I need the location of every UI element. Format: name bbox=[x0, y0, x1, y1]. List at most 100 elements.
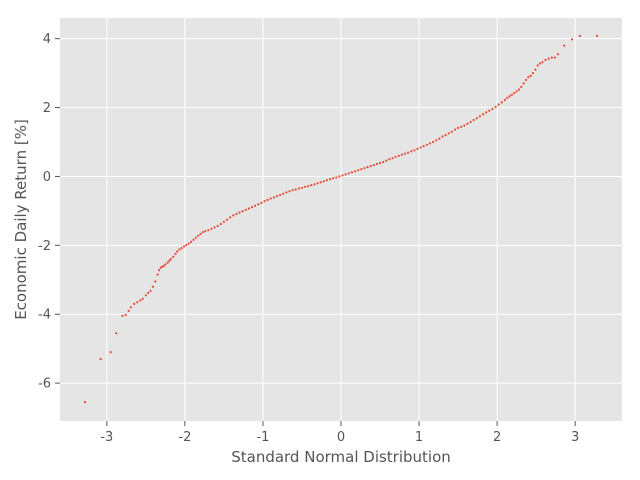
data-point bbox=[247, 207, 250, 210]
data-point bbox=[517, 88, 521, 91]
data-point bbox=[444, 134, 447, 137]
data-point bbox=[595, 34, 599, 38]
data-point bbox=[297, 187, 300, 190]
y-tick-label: 2 bbox=[43, 101, 51, 116]
data-point bbox=[422, 145, 425, 148]
data-point bbox=[187, 242, 190, 245]
data-point bbox=[463, 124, 466, 127]
data-point bbox=[425, 143, 428, 146]
data-point bbox=[185, 243, 188, 247]
data-point bbox=[482, 113, 485, 116]
data-point bbox=[432, 140, 435, 144]
x-tick-label: -3 bbox=[100, 430, 113, 445]
data-point bbox=[275, 195, 279, 198]
data-point bbox=[438, 137, 441, 140]
data-point bbox=[400, 153, 403, 156]
data-point bbox=[310, 184, 313, 187]
data-point bbox=[307, 185, 310, 188]
data-point bbox=[335, 176, 338, 179]
data-point bbox=[457, 126, 460, 129]
data-point bbox=[316, 182, 319, 185]
y-axis-label: Economic Daily Return [%] bbox=[12, 119, 30, 320]
data-point bbox=[219, 222, 222, 226]
data-point bbox=[447, 132, 450, 135]
data-point bbox=[136, 301, 139, 304]
data-point bbox=[250, 206, 254, 209]
data-point bbox=[570, 38, 574, 41]
data-point bbox=[529, 74, 532, 77]
data-point bbox=[282, 192, 285, 195]
y-axis-ticks: -6 -4 -2 0 2 4 bbox=[38, 32, 60, 392]
data-point bbox=[515, 90, 518, 93]
data-point bbox=[194, 236, 197, 239]
data-point bbox=[235, 212, 238, 216]
data-point bbox=[428, 142, 432, 145]
data-point bbox=[257, 203, 260, 206]
data-point bbox=[508, 95, 511, 98]
y-tick-label: -6 bbox=[38, 377, 51, 392]
data-point bbox=[375, 162, 378, 166]
data-point bbox=[207, 229, 210, 232]
data-point bbox=[147, 291, 150, 294]
data-point bbox=[225, 218, 229, 221]
x-axis-ticks: -3 -2 -1 0 1 2 3 bbox=[100, 421, 579, 445]
data-point bbox=[124, 313, 127, 316]
data-point bbox=[169, 258, 172, 261]
data-point bbox=[407, 151, 410, 154]
data-point bbox=[475, 117, 478, 120]
data-point bbox=[494, 105, 497, 108]
data-point bbox=[357, 169, 360, 172]
data-point bbox=[538, 62, 542, 65]
data-point bbox=[244, 208, 247, 211]
x-tick-label: 3 bbox=[571, 430, 579, 445]
data-point bbox=[531, 72, 535, 75]
data-point bbox=[550, 56, 553, 59]
data-point bbox=[354, 170, 357, 173]
data-point bbox=[366, 166, 369, 169]
data-point bbox=[141, 297, 144, 300]
data-point bbox=[527, 76, 530, 79]
data-point bbox=[478, 115, 481, 118]
data-point bbox=[450, 130, 453, 133]
data-point bbox=[304, 185, 307, 188]
data-point bbox=[497, 103, 500, 106]
data-point bbox=[341, 174, 344, 177]
data-point bbox=[83, 401, 87, 404]
data-point bbox=[178, 248, 181, 251]
data-point bbox=[350, 171, 353, 174]
data-point bbox=[162, 264, 165, 268]
data-point bbox=[269, 197, 272, 200]
data-point bbox=[232, 214, 235, 217]
x-tick-label: 0 bbox=[337, 430, 345, 445]
data-point bbox=[159, 266, 162, 269]
data-point bbox=[534, 68, 537, 71]
data-point bbox=[158, 269, 161, 272]
data-point bbox=[133, 302, 136, 305]
data-point bbox=[216, 224, 219, 228]
grid-lines bbox=[60, 18, 622, 421]
data-point bbox=[441, 135, 444, 138]
data-point bbox=[397, 154, 400, 157]
data-point bbox=[388, 158, 391, 161]
data-point bbox=[204, 230, 207, 233]
data-point bbox=[199, 232, 202, 236]
data-point bbox=[272, 196, 275, 199]
data-point bbox=[488, 109, 491, 112]
x-tick-label: 1 bbox=[415, 430, 423, 445]
data-point bbox=[266, 198, 269, 201]
data-point bbox=[503, 98, 506, 102]
data-point bbox=[279, 193, 282, 197]
data-point bbox=[547, 57, 550, 60]
data-point bbox=[129, 306, 133, 309]
x-tick-label: 2 bbox=[493, 430, 501, 445]
data-point bbox=[174, 252, 177, 255]
data-point bbox=[192, 238, 195, 241]
data-point bbox=[472, 118, 475, 122]
data-point bbox=[466, 122, 469, 125]
data-point bbox=[260, 201, 263, 205]
y-tick-label: -4 bbox=[38, 308, 51, 323]
data-point bbox=[578, 34, 582, 38]
data-point bbox=[229, 216, 232, 219]
data-point bbox=[139, 299, 142, 302]
